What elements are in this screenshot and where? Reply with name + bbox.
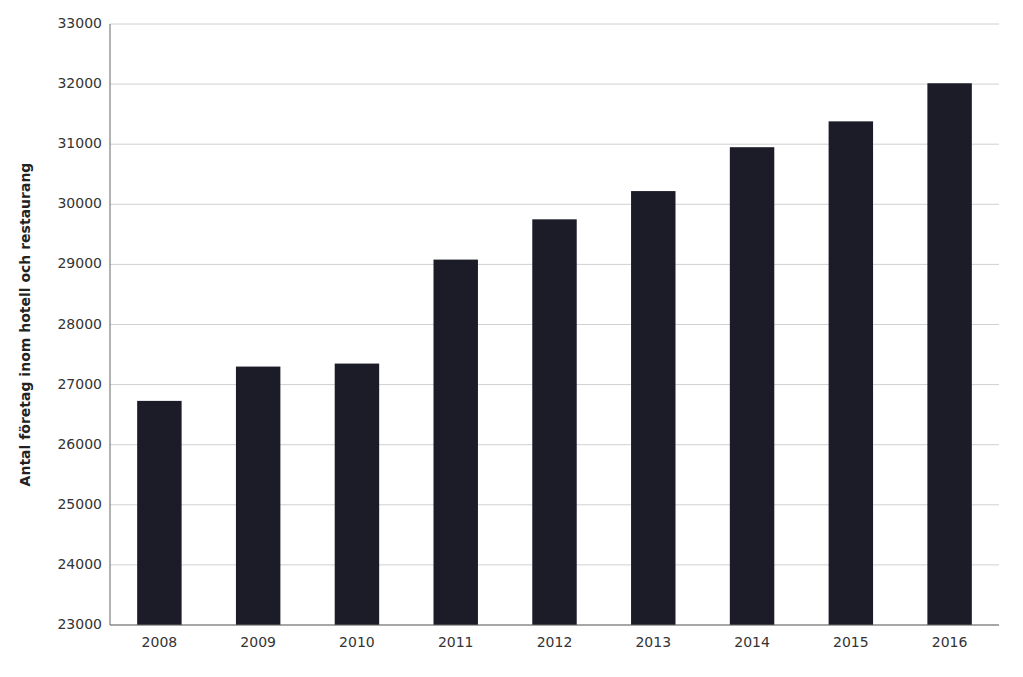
y-tick-label: 28000 bbox=[57, 316, 102, 332]
bar bbox=[631, 191, 675, 625]
y-tick-label: 27000 bbox=[57, 376, 102, 392]
y-tick-label: 26000 bbox=[57, 436, 102, 452]
grid bbox=[110, 24, 999, 625]
x-axis-line bbox=[110, 625, 999, 626]
grid-line bbox=[110, 84, 999, 85]
bar bbox=[927, 83, 971, 625]
bar bbox=[236, 367, 280, 625]
y-tick-label: 32000 bbox=[57, 75, 102, 91]
y-axis-label: Antal företag inom hotell och restaurang bbox=[17, 163, 33, 487]
x-tick-label: 2012 bbox=[537, 634, 573, 650]
x-tick-label: 2014 bbox=[734, 634, 770, 650]
y-tick-label: 30000 bbox=[57, 195, 102, 211]
bar bbox=[433, 260, 477, 625]
chart-container: 23000 24000 25000 26000 27000 28000 29000 30000… bbox=[0, 0, 1023, 677]
bar bbox=[532, 219, 576, 625]
axes: 23000 24000 25000 26000 27000 28000 29000 30000… bbox=[57, 15, 999, 650]
grid-line bbox=[110, 24, 999, 25]
bar bbox=[335, 364, 379, 625]
bar bbox=[730, 147, 774, 625]
y-tick-label: 33000 bbox=[57, 15, 102, 31]
x-tick-label: 2013 bbox=[635, 634, 671, 650]
y-tick-label: 31000 bbox=[57, 135, 102, 151]
x-tick-label: 2008 bbox=[142, 634, 178, 650]
x-tick-label: 2010 bbox=[339, 634, 375, 650]
y-tick-label: 24000 bbox=[57, 556, 102, 572]
x-tick-label: 2011 bbox=[438, 634, 474, 650]
bar bbox=[137, 401, 181, 625]
y-tick-label: 23000 bbox=[57, 616, 102, 632]
y-tick-label: 25000 bbox=[57, 496, 102, 512]
bar bbox=[829, 121, 873, 625]
x-tick-label: 2009 bbox=[240, 634, 276, 650]
y-tick-label: 29000 bbox=[57, 255, 102, 271]
chart-svg: 23000 24000 25000 26000 27000 28000 29000 30000… bbox=[0, 0, 1023, 677]
y-axis-line bbox=[110, 24, 111, 625]
bars bbox=[137, 83, 972, 625]
x-tick-label: 2015 bbox=[833, 634, 869, 650]
x-tick-label: 2016 bbox=[932, 634, 968, 650]
grid-line bbox=[110, 625, 999, 626]
